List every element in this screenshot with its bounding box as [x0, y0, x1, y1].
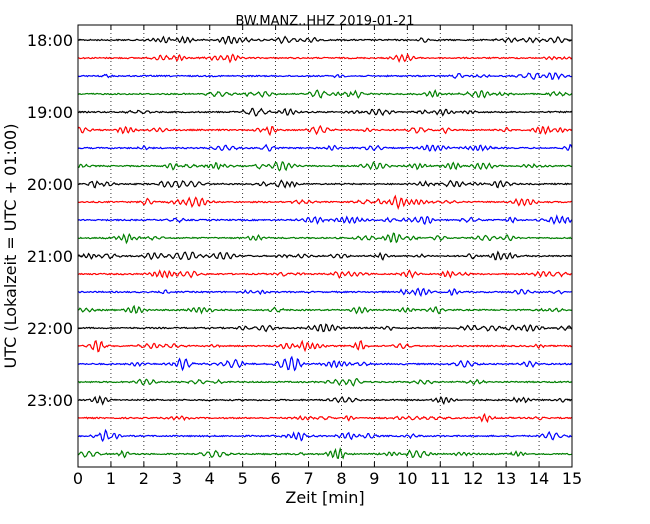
trace-2045: [77, 232, 573, 245]
x-tick-label: 6: [271, 469, 281, 488]
trace-2230: [77, 355, 573, 372]
trace-1845: [77, 88, 573, 99]
trace-2000: [77, 179, 573, 189]
trace-2030: [77, 214, 573, 226]
x-tick-label: 9: [369, 469, 379, 488]
trace-2245: [77, 377, 573, 387]
trace-2145: [77, 304, 573, 315]
y-tick-label: 18:00: [27, 31, 73, 50]
trace-2130: [77, 287, 573, 298]
x-tick-label: 3: [172, 469, 182, 488]
x-tick-label: 2: [139, 469, 149, 488]
x-tick-label: 1: [106, 469, 116, 488]
trace-1930: [77, 143, 573, 152]
x-tick-label: 8: [336, 469, 346, 488]
y-axis-label: UTC (Lokalzeit = UTC + 01:00): [1, 124, 20, 369]
y-axis: 18:00 19:00 20:00 21:00 22:00 23:00: [27, 31, 572, 410]
x-tick-label: 7: [303, 469, 313, 488]
x-axis-label: Zeit [min]: [285, 488, 364, 507]
trace-2330: [77, 428, 573, 443]
plot-frame: [77, 24, 573, 468]
trace-2315: [77, 412, 573, 424]
x-tick-label: 12: [463, 469, 483, 488]
y-tick-label: 22:00: [27, 319, 73, 338]
trace-1900: [77, 107, 573, 117]
x-tick-label: 0: [73, 469, 83, 488]
x-tick-label: 15: [562, 469, 582, 488]
trace-2300: [77, 395, 573, 406]
trace-2115: [77, 269, 573, 279]
x-tick-label: 5: [238, 469, 248, 488]
trace-1830: [77, 72, 573, 81]
x-axis: 0 1 2 3 4 5 6 7 8 9 10 11 12 13 14 15: [73, 25, 582, 488]
trace-2345: [77, 446, 573, 460]
chart-title: BW.MANZ..HHZ 2019-01-21: [235, 14, 414, 29]
trace-1815: [77, 52, 573, 64]
trace-1800: [77, 35, 573, 45]
x-tick-label: 4: [205, 469, 215, 488]
x-tick-label: 14: [529, 469, 549, 488]
trace-2100: [77, 250, 573, 261]
y-tick-label: 20:00: [27, 175, 73, 194]
trace-2200: [77, 323, 573, 333]
y-tick-label: 23:00: [27, 391, 73, 410]
trace-2015: [77, 194, 573, 211]
x-tick-label: 10: [397, 469, 417, 488]
x-tick-label: 13: [496, 469, 516, 488]
x-tick-label: 11: [430, 469, 450, 488]
trace-1945: [77, 161, 573, 172]
trace-1915: [77, 124, 573, 137]
y-tick-label: 19:00: [27, 103, 73, 122]
grid-lines: [110, 25, 540, 467]
trace-2215: [77, 339, 573, 353]
seismogram-traces: [77, 35, 573, 460]
y-tick-label: 21:00: [27, 247, 73, 266]
